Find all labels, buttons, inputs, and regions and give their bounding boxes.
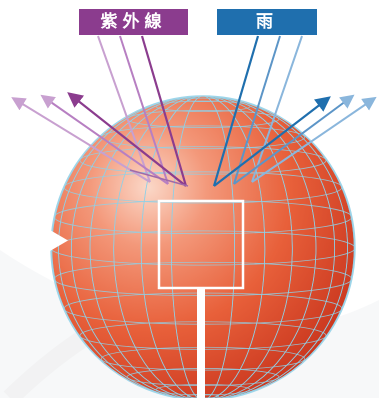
grid-line [58,96,348,398]
grid-line [140,96,266,398]
grid-line [170,96,235,398]
rain-label: 雨 [217,9,317,35]
sphere [50,95,356,398]
grid-line [70,96,336,398]
uv-rays [11,35,189,187]
incoming-arrow [0,230,68,251]
grid-line [186,97,220,103]
uv-label: 紫外線 [79,9,188,35]
grid-line [51,230,355,266]
grid-line [89,96,317,398]
grid-line [113,96,293,398]
grid-line [155,100,251,113]
grid-line [79,146,327,175]
rain-rays [212,35,377,187]
